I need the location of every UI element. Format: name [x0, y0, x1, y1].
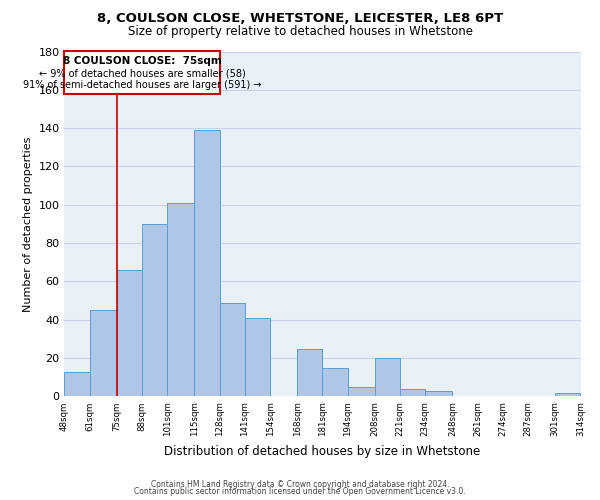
Y-axis label: Number of detached properties: Number of detached properties	[23, 136, 33, 312]
Bar	[400, 389, 425, 396]
Bar	[425, 390, 452, 396]
Bar	[375, 358, 400, 397]
Bar	[245, 318, 270, 396]
Bar	[194, 130, 220, 396]
Text: Contains public sector information licensed under the Open Government Licence v3: Contains public sector information licen…	[134, 487, 466, 496]
Bar	[347, 387, 375, 396]
Bar	[220, 302, 245, 396]
Bar	[555, 392, 580, 396]
Bar	[64, 52, 220, 94]
X-axis label: Distribution of detached houses by size in Whetstone: Distribution of detached houses by size …	[164, 444, 481, 458]
Text: Contains HM Land Registry data © Crown copyright and database right 2024.: Contains HM Land Registry data © Crown c…	[151, 480, 449, 489]
Text: 8 COULSON CLOSE:  75sqm: 8 COULSON CLOSE: 75sqm	[62, 56, 221, 66]
Bar	[117, 270, 142, 396]
Bar	[167, 203, 194, 396]
Text: 8, COULSON CLOSE, WHETSTONE, LEICESTER, LE8 6PT: 8, COULSON CLOSE, WHETSTONE, LEICESTER, …	[97, 12, 503, 26]
Text: ← 9% of detached houses are smaller (58): ← 9% of detached houses are smaller (58)	[38, 68, 245, 78]
Bar	[142, 224, 167, 396]
Bar	[322, 368, 347, 396]
Bar	[89, 310, 117, 396]
Text: 91% of semi-detached houses are larger (591) →: 91% of semi-detached houses are larger (…	[23, 80, 261, 90]
Text: Size of property relative to detached houses in Whetstone: Size of property relative to detached ho…	[128, 25, 473, 38]
Bar	[64, 372, 89, 396]
Bar	[297, 348, 322, 397]
